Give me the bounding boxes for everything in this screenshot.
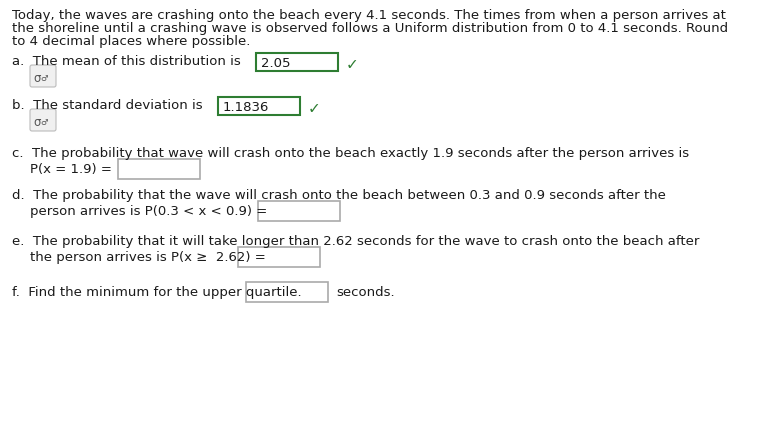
Text: σ: σ bbox=[33, 72, 40, 85]
Text: b.  The standard deviation is: b. The standard deviation is bbox=[12, 99, 203, 112]
Bar bbox=[256, 53, 338, 71]
Text: seconds.: seconds. bbox=[336, 286, 394, 299]
Text: d.  The probability that the wave will crash onto the beach between 0.3 and 0.9 : d. The probability that the wave will cr… bbox=[12, 189, 666, 202]
Bar bbox=[258, 201, 340, 221]
Text: 2.05: 2.05 bbox=[261, 57, 290, 70]
Text: to 4 decimal places where possible.: to 4 decimal places where possible. bbox=[12, 35, 250, 48]
Bar bbox=[246, 282, 328, 302]
Text: a.  The mean of this distribution is: a. The mean of this distribution is bbox=[12, 55, 241, 68]
Bar bbox=[118, 159, 200, 179]
FancyBboxPatch shape bbox=[30, 65, 56, 87]
FancyBboxPatch shape bbox=[30, 109, 56, 131]
Text: ♂: ♂ bbox=[40, 118, 48, 127]
Text: ✓: ✓ bbox=[346, 57, 359, 72]
Text: ✓: ✓ bbox=[308, 101, 321, 116]
Text: the person arrives is P(x ≥  2.62) =: the person arrives is P(x ≥ 2.62) = bbox=[30, 251, 266, 264]
Text: P(x = 1.9) =: P(x = 1.9) = bbox=[30, 163, 112, 176]
Text: the shoreline until a crashing wave is observed follows a Uniform distribution f: the shoreline until a crashing wave is o… bbox=[12, 22, 728, 35]
Text: ♂: ♂ bbox=[40, 74, 48, 83]
Text: e.  The probability that it will take longer than 2.62 seconds for the wave to c: e. The probability that it will take lon… bbox=[12, 235, 699, 248]
Bar bbox=[218, 97, 300, 115]
Text: σ: σ bbox=[33, 116, 40, 129]
Bar bbox=[238, 247, 320, 267]
Text: 1.1836: 1.1836 bbox=[223, 101, 270, 114]
Text: person arrives is P(0.3 < x < 0.9) =: person arrives is P(0.3 < x < 0.9) = bbox=[30, 205, 267, 218]
Text: Today, the waves are crashing onto the beach every 4.1 seconds. The times from w: Today, the waves are crashing onto the b… bbox=[12, 9, 726, 22]
Text: c.  The probability that wave will crash onto the beach exactly 1.9 seconds afte: c. The probability that wave will crash … bbox=[12, 147, 689, 160]
Text: f.  Find the minimum for the upper quartile.: f. Find the minimum for the upper quarti… bbox=[12, 286, 302, 299]
